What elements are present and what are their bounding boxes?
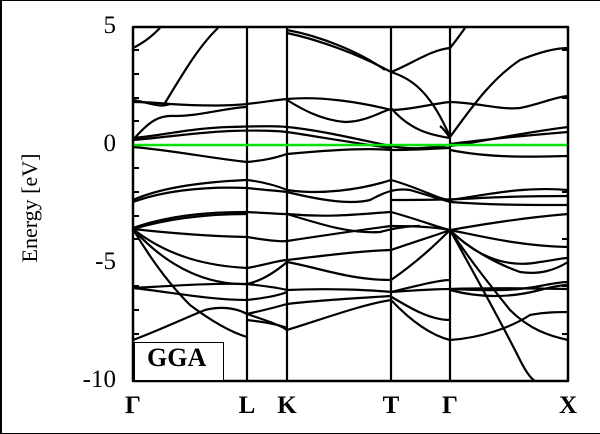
- y-tick-minus5: -5: [95, 248, 116, 275]
- legend-label: GGA: [147, 343, 207, 372]
- y-tick-5: 5: [103, 12, 117, 39]
- y-tick-minus10: -10: [82, 366, 116, 393]
- x-tick-gamma2: Γ: [442, 392, 458, 419]
- y-tick-0: 0: [103, 130, 117, 157]
- x-tick-T: T: [382, 392, 400, 419]
- x-tick-K: K: [277, 392, 297, 419]
- energy-bands: [132, 27, 569, 382]
- x-tick-gamma1: Γ: [125, 392, 141, 419]
- x-tick-L: L: [238, 392, 256, 419]
- legend-box: [134, 342, 224, 381]
- x-tick-X: X: [558, 392, 578, 419]
